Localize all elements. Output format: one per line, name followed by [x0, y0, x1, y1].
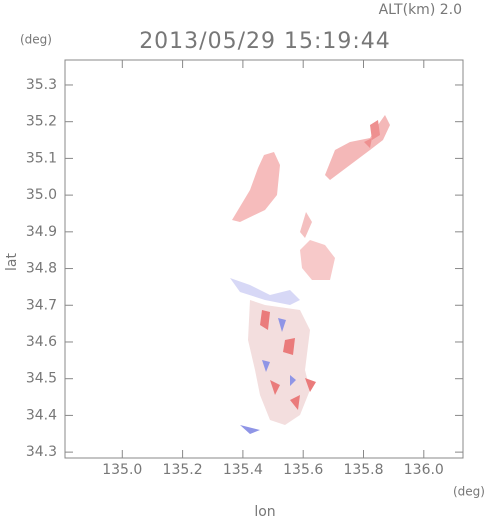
echo	[232, 152, 280, 222]
y-tick-label: 35.3	[26, 77, 57, 93]
x-tick-label: 135.6	[283, 462, 323, 478]
echo	[300, 240, 335, 280]
echo	[260, 310, 316, 410]
chart-title: 2013/05/29 15:19:44	[139, 29, 391, 54]
x-tick-label: 136.0	[404, 462, 444, 478]
echo	[300, 212, 312, 238]
echo	[230, 278, 300, 305]
altitude-label: ALT(km) 2.0	[379, 2, 462, 18]
y-tick-label: 34.8	[26, 261, 57, 277]
x-tick-label: 135.2	[163, 462, 203, 478]
x-tick-label: 135.0	[102, 462, 142, 478]
y-tick-label: 34.3	[26, 444, 57, 460]
x-tick-label: 135.8	[343, 462, 383, 478]
field-echoes	[230, 115, 390, 434]
y-label: lat	[4, 253, 20, 271]
x-label: lon	[254, 504, 275, 520]
echo	[248, 300, 310, 425]
y-tick-label: 34.4	[26, 407, 57, 423]
y-tick-label: 35.1	[26, 150, 57, 166]
y-tick-label: 34.5	[26, 371, 57, 387]
x-unit: (deg)	[453, 485, 485, 499]
y-tick-label: 34.6	[26, 334, 57, 350]
y-tick-label: 35.2	[26, 114, 57, 130]
echo	[325, 115, 390, 180]
y-unit: (deg)	[20, 33, 52, 47]
echo	[364, 120, 380, 148]
plot-frame	[64, 59, 464, 459]
y-tick-label: 35.0	[26, 187, 57, 203]
y-tick-label: 34.9	[26, 224, 57, 240]
y-tick-label: 34.7	[26, 297, 57, 313]
x-tick-label: 135.4	[223, 462, 263, 478]
